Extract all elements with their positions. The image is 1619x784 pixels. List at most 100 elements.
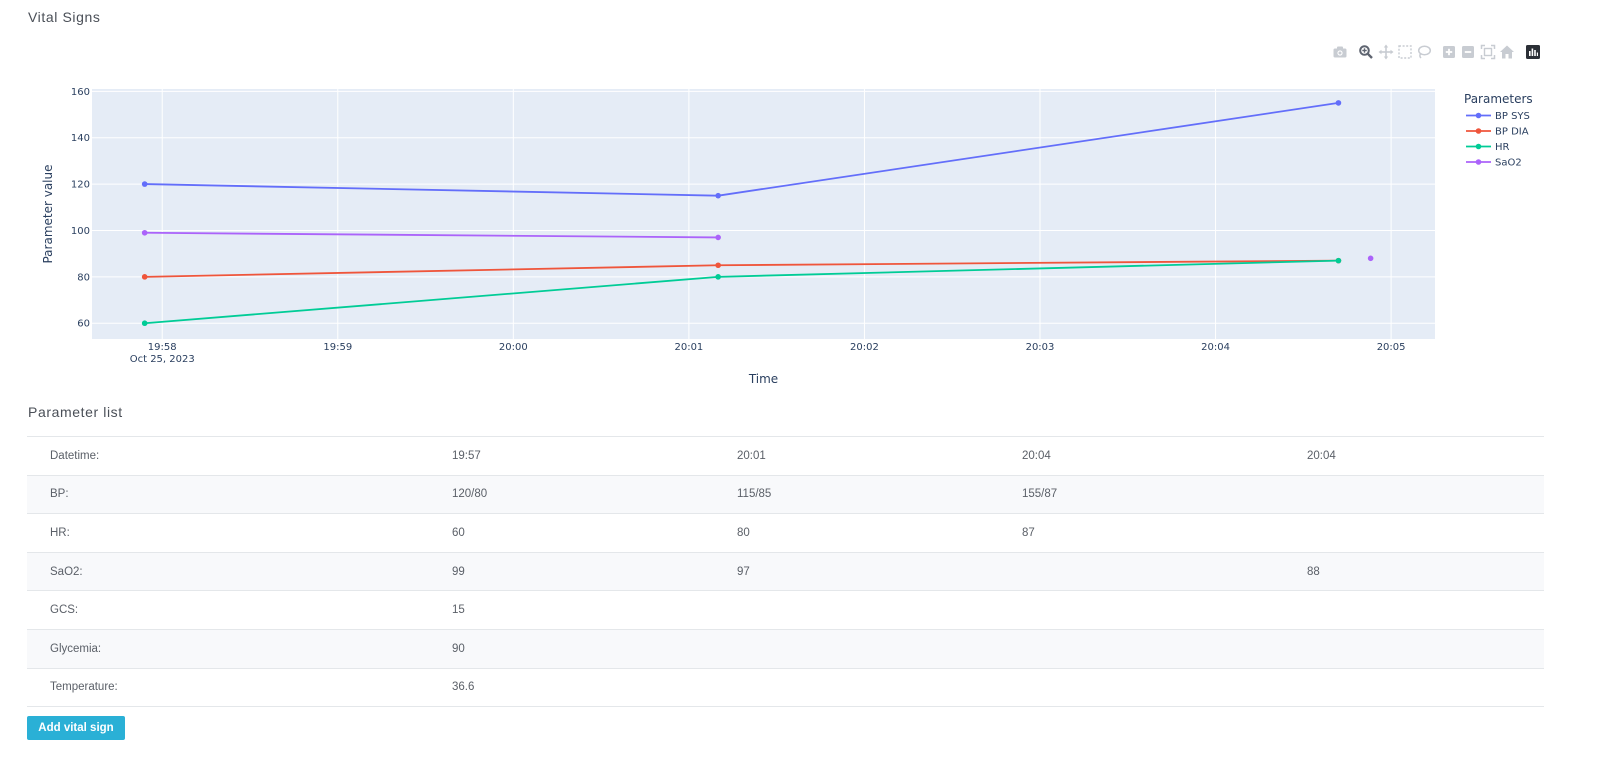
legend-marker [1475, 143, 1482, 150]
table-cell: 90 [452, 642, 465, 655]
zoom-in-icon[interactable] [1441, 44, 1457, 60]
plotly-logo-icon[interactable] [1525, 44, 1541, 60]
y-tick-label: 140 [71, 133, 90, 144]
table-cell: 60 [452, 526, 465, 539]
data-point [141, 274, 148, 280]
x-tick-label: 19:59 [323, 342, 352, 353]
x-tick-label: 20:04 [1201, 342, 1230, 353]
table-row: Temperature: 36.6 [27, 668, 1544, 707]
table-row: HR: 60 80 87 [27, 513, 1544, 553]
x-tick-label: 20:02 [850, 342, 879, 353]
add-vital-sign-button[interactable]: Add vital sign [27, 716, 125, 740]
x-tick-label: 20:01 [674, 342, 703, 353]
row-label: SaO2: [50, 565, 83, 578]
x-tick-label: 20:05 [1377, 342, 1406, 353]
table-cell [1022, 591, 1307, 630]
camera-icon[interactable] [1332, 44, 1348, 60]
table-cell [1022, 552, 1307, 591]
y-tick-label: 160 [71, 87, 90, 98]
reset-axes-icon[interactable] [1499, 44, 1515, 60]
table-cell [1307, 629, 1544, 668]
table-cell: 80 [737, 526, 750, 539]
plot-area [92, 89, 1435, 339]
parameter-list-title: Parameter list [28, 404, 123, 420]
row-label: Glycemia: [50, 642, 102, 655]
y-axis-title: Parameter value [41, 164, 55, 263]
data-point [715, 192, 721, 199]
x-tick-date-label: Oct 25, 2023 [130, 354, 195, 365]
table-cell: 20:01 [737, 449, 766, 462]
legend-marker [1475, 112, 1482, 119]
table-cell [1022, 629, 1307, 668]
table-row: BP: 120/80 115/85 155/87 [27, 475, 1544, 514]
table-cell: 115/85 [737, 488, 772, 501]
box-select-icon[interactable] [1397, 44, 1413, 60]
series-line-segment [144, 183, 719, 197]
y-tick-label: 100 [71, 226, 90, 237]
y-tick-label: 60 [77, 319, 90, 330]
x-axis-title: Time [748, 372, 778, 386]
table-cell: 97 [737, 565, 750, 578]
series-line-segment [144, 275, 719, 325]
table-cell [1307, 591, 1544, 630]
pan-icon[interactable] [1378, 44, 1394, 60]
data-point [715, 262, 721, 269]
legend-label: BP SYS [1495, 111, 1530, 122]
x-tick-label: 20:03 [1026, 342, 1055, 353]
table-cell: 99 [452, 565, 465, 578]
y-tick-label: 80 [77, 272, 90, 283]
table-cell [1307, 475, 1544, 514]
legend-marker [1475, 159, 1482, 165]
data-point [141, 181, 148, 187]
table-cell [737, 629, 1022, 668]
table-cell: 15 [452, 604, 465, 617]
table-cell: 120/80 [452, 488, 488, 501]
y-tick-label: 120 [71, 180, 90, 191]
data-point [1367, 255, 1374, 262]
x-tick-label: 19:58 [148, 342, 177, 353]
table-cell [1022, 668, 1307, 707]
table-row: Glycemia: 90 [27, 629, 1544, 669]
legend-title: Parameters [1464, 92, 1533, 106]
table-row: SaO2: 99 97 88 [27, 552, 1544, 591]
series-line-segment [718, 259, 1339, 267]
legend-label: SaO2 [1495, 158, 1522, 169]
series-line-segment [144, 264, 719, 278]
table-cell [737, 668, 1022, 707]
data-point [715, 274, 721, 280]
series-line-segment [718, 102, 1339, 197]
parameter-table: Datetime: 19:57 20:01 20:04 20:04 BP: 120/80 11… [27, 436, 1544, 707]
row-label: GCS: [50, 604, 79, 617]
row-label: BP: [50, 488, 69, 501]
table-cell: 36.6 [452, 681, 475, 694]
row-label: Datetime: [50, 449, 100, 462]
data-point [1335, 100, 1342, 106]
data-point [715, 234, 721, 241]
autoscale-icon[interactable] [1480, 44, 1496, 60]
table-cell: 20:04 [1022, 449, 1051, 462]
table-cell: 155/87 [1022, 488, 1058, 501]
legend-label: HR [1495, 142, 1510, 153]
lasso-icon[interactable] [1416, 44, 1432, 60]
series-line-segment [718, 259, 1339, 278]
series-line-segment [144, 231, 719, 239]
vital-signs-title: Vital Signs [28, 9, 101, 25]
zoom-out-icon[interactable] [1460, 44, 1476, 60]
row-label: HR: [50, 526, 70, 539]
zoom-icon[interactable] [1358, 44, 1374, 60]
data-point [141, 229, 148, 236]
table-cell: 20:04 [1307, 449, 1336, 462]
legend-label: BP DIA [1495, 127, 1529, 138]
row-label: Temperature: [50, 681, 118, 694]
data-point [141, 320, 148, 327]
table-cell [1307, 668, 1544, 707]
table-cell: 87 [1022, 526, 1035, 539]
table-row: GCS: 15 [27, 590, 1544, 630]
table-cell [1307, 514, 1544, 553]
table-cell: 88 [1307, 565, 1320, 578]
legend-marker [1475, 128, 1482, 134]
x-tick-label: 20:00 [499, 342, 528, 353]
table-row: Datetime: 19:57 20:01 20:04 20:04 [27, 436, 1544, 476]
table-cell: 19:57 [452, 449, 481, 462]
